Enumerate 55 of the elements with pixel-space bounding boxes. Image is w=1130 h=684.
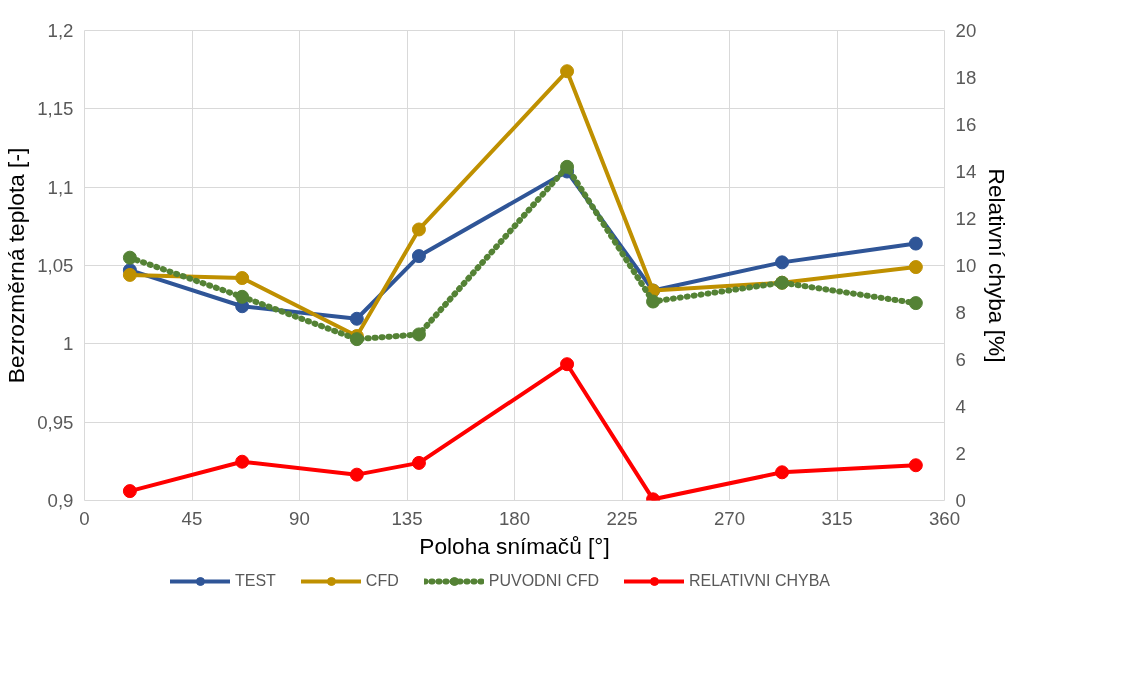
legend-label: TEST [234,572,276,590]
y2-axis-title: Relativní chyba [%] [984,168,1011,363]
x-axis-title: Poloha snímačů [°] [419,532,610,559]
x-tick-label: 90 [289,507,310,529]
y2-tick-label: 2 [955,443,966,464]
x-tick-label: 135 [391,507,423,529]
x-tick-label: 270 [713,507,746,529]
y2-tick-label: 10 [955,255,977,276]
y-tick-label: 1,05 [37,255,74,276]
point [775,465,790,480]
legend-label: PUVODNI CFD [488,572,599,590]
point [349,467,364,482]
y-tick-label: 1,1 [47,176,74,198]
point [122,267,137,282]
x-tick-label: 180 [498,507,531,529]
legend-label: RELATIVNI CHYBA [688,572,831,590]
point [235,454,250,469]
y2-tick-label: 6 [955,349,966,370]
y-axis-title: Bezrozměrná teplota [-] [3,147,30,384]
point [775,255,790,270]
y-tick-label: 1,15 [37,98,74,120]
y2-tick-label: 4 [955,396,966,417]
y2-tick-label: 12 [955,208,977,229]
y2-tick-label: 18 [955,67,977,88]
point [908,458,923,473]
point [411,222,426,237]
point [411,455,426,470]
point [122,250,137,265]
y2-tick-label: 16 [955,114,977,135]
y-tick-label: 0,9 [47,490,74,511]
point [235,289,250,304]
x-tick-label: 0 [79,507,90,529]
point [560,357,575,372]
y-tick-label: 1 [63,333,74,355]
point [411,249,426,264]
point [908,260,923,275]
point [560,64,575,79]
point [908,236,923,251]
point [122,484,137,499]
x-tick-label: 225 [606,507,638,529]
x-tick-label: 45 [181,507,203,529]
point [646,294,661,309]
point [908,296,923,311]
x-tick-label: 315 [821,507,853,529]
point [235,271,250,286]
point [349,332,364,347]
legend-label: CFD [365,572,399,590]
y2-tick-label: 8 [955,302,966,323]
point [349,311,364,326]
y2-tick-label: 20 [955,20,977,41]
point [411,327,426,342]
y2-tick-label: 14 [955,161,977,182]
y-tick-label: 1,2 [47,20,74,41]
y-tick-label: 0,95 [37,411,74,433]
point [560,159,575,174]
